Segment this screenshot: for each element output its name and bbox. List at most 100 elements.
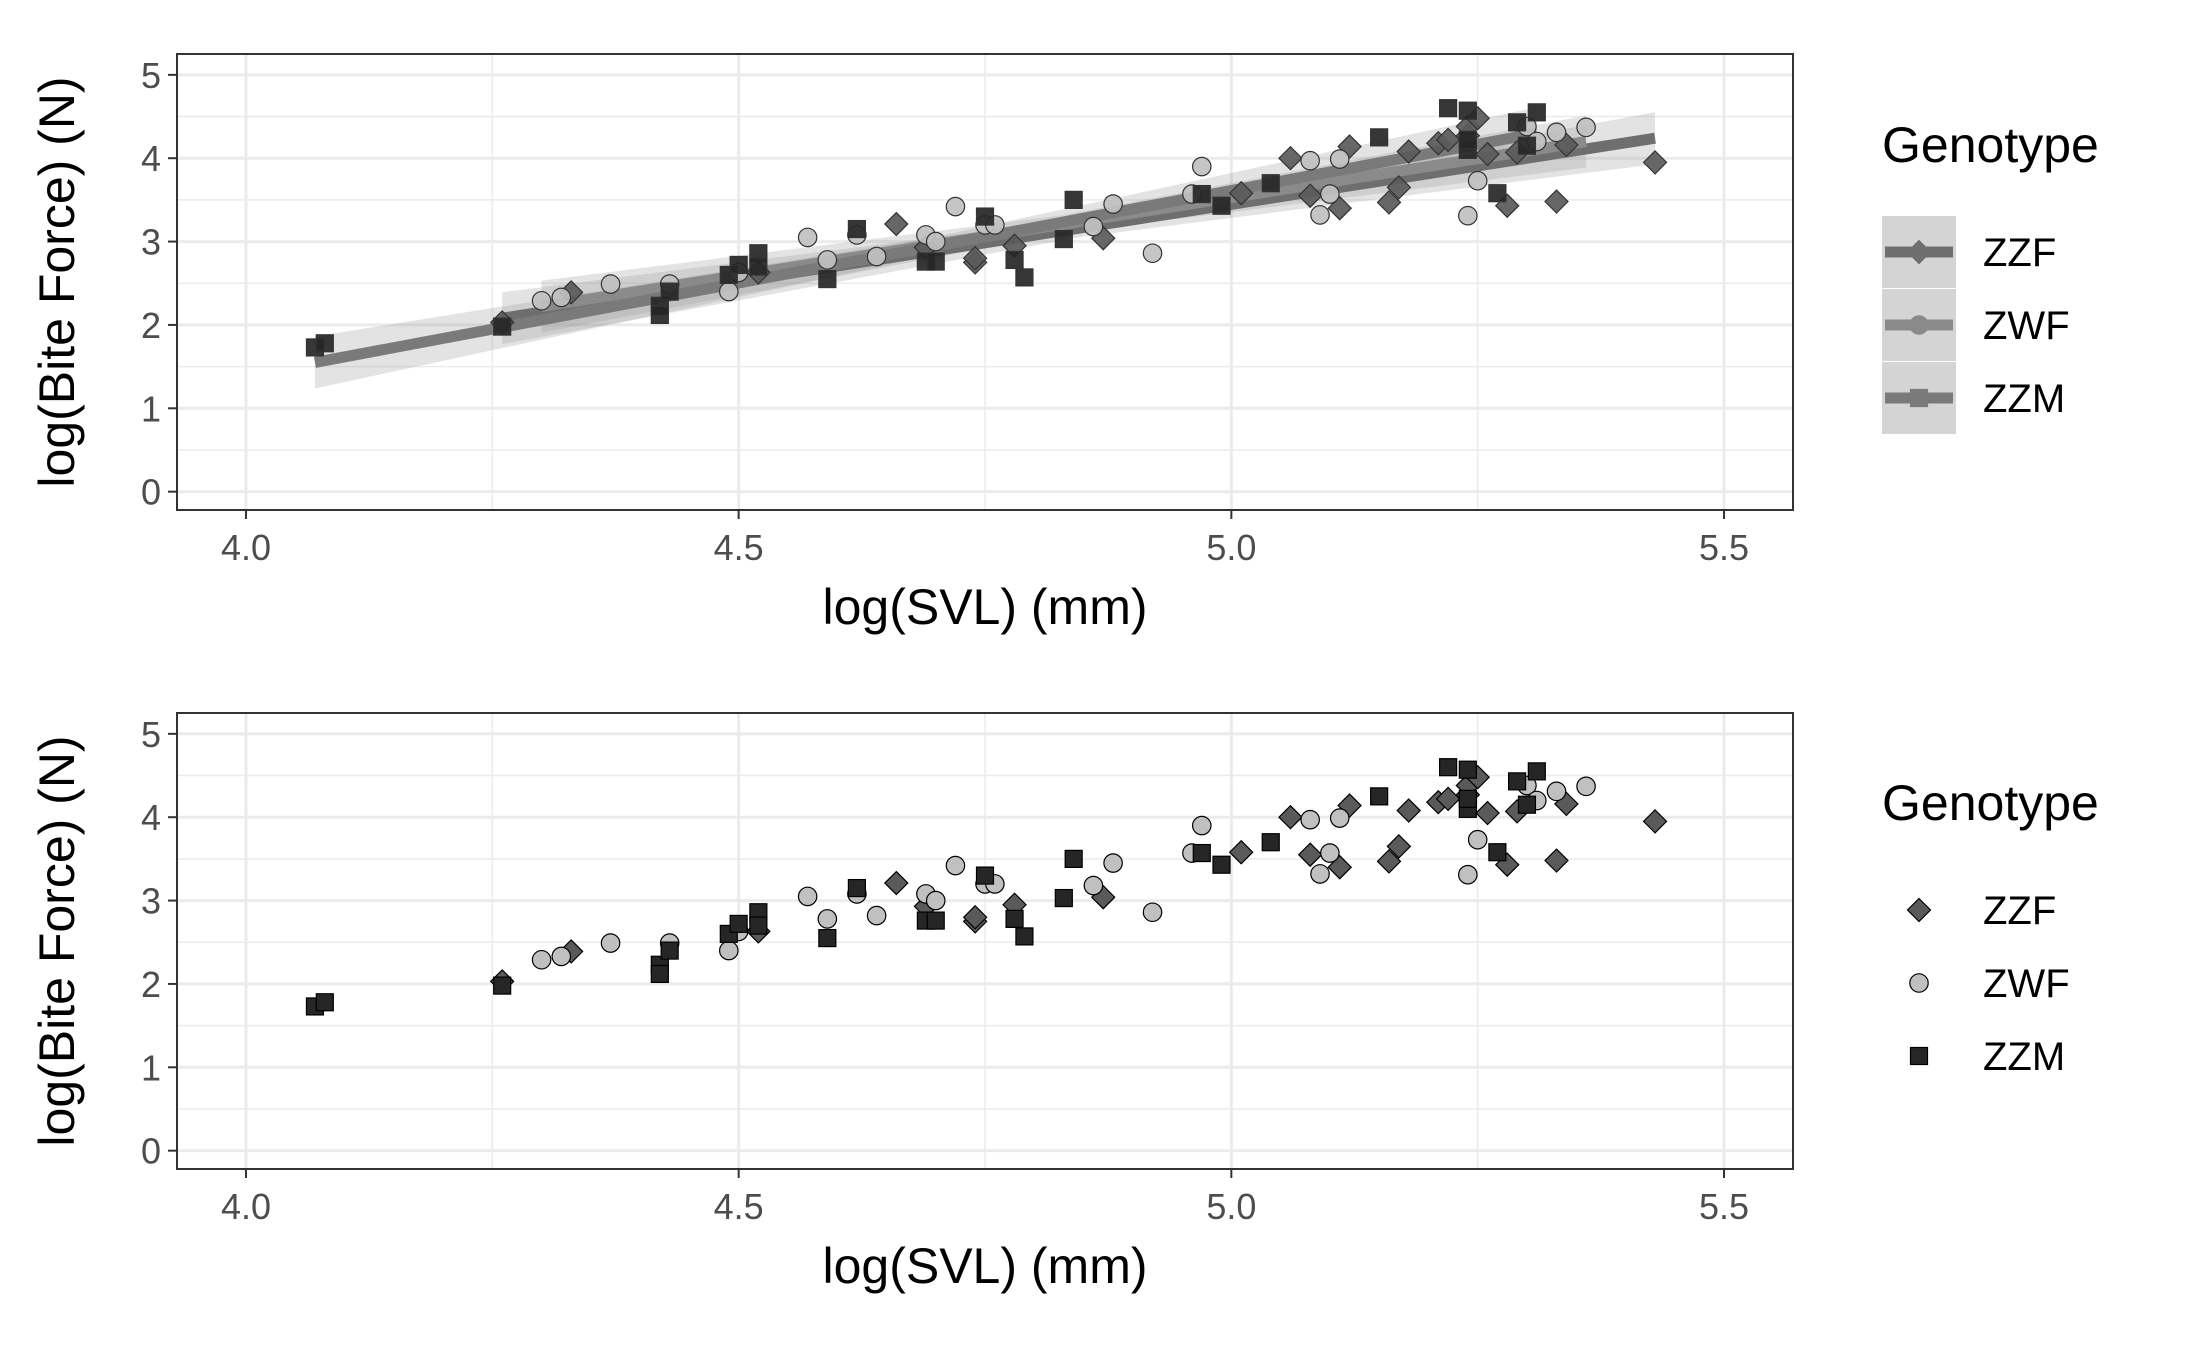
point-zzf bbox=[1376, 849, 1402, 874]
point-zwf bbox=[817, 909, 838, 929]
point-zzm bbox=[926, 911, 945, 930]
point-zwf bbox=[1576, 776, 1596, 797]
point-zwf bbox=[1329, 808, 1350, 828]
point-zwf bbox=[1103, 853, 1123, 873]
point-zzf bbox=[962, 904, 988, 930]
point-zwf bbox=[1546, 122, 1567, 143]
panel-top-points bbox=[305, 99, 1668, 357]
point-zwf bbox=[797, 227, 818, 248]
point-zwf bbox=[1310, 864, 1330, 884]
point-zzm bbox=[1507, 113, 1527, 132]
y-tick-label: 1 bbox=[141, 1047, 161, 1088]
panel-bottom-border bbox=[176, 712, 1794, 1170]
point-zzm bbox=[1015, 268, 1034, 287]
point-zzf bbox=[1544, 189, 1569, 214]
x-tick-label: 5.0 bbox=[1206, 1186, 1256, 1227]
point-zzm bbox=[315, 334, 334, 353]
point-zzm bbox=[847, 219, 867, 239]
point-zzm bbox=[1064, 849, 1083, 868]
x-tick-label: 5.5 bbox=[1699, 1186, 1749, 1227]
point-zwf bbox=[945, 855, 966, 876]
x-axis-label: log(SVL) (mm) bbox=[822, 579, 1147, 635]
point-zzm bbox=[1458, 760, 1477, 779]
legend-key-marker-zzm bbox=[1909, 388, 1929, 408]
point-zzm bbox=[749, 257, 768, 276]
legend-label-zzm: ZZM bbox=[1983, 1035, 2065, 1079]
point-zzf bbox=[1297, 183, 1323, 209]
point-zzf bbox=[1396, 798, 1422, 823]
y-tick-label: 3 bbox=[141, 881, 161, 922]
panel-bottom-axes: 4.0 4.5 5.0 5.5 0 1 2 3 4 5 log(SVL) (mm) log(Bite … bbox=[29, 714, 1749, 1294]
point-zwf bbox=[1467, 170, 1488, 191]
point-zzm bbox=[1439, 99, 1458, 118]
point-zwf bbox=[925, 231, 946, 252]
point-zzm bbox=[493, 976, 512, 995]
legend-key-marker-zzf bbox=[1906, 239, 1932, 265]
point-zzm bbox=[749, 916, 768, 935]
point-zwf bbox=[531, 949, 552, 970]
point-zwf bbox=[866, 246, 887, 267]
point-zzm bbox=[1439, 758, 1458, 777]
point-zzm bbox=[1458, 789, 1477, 808]
panel-bottom-grid bbox=[177, 713, 1793, 1169]
panel-top: 4.0 4.5 5.0 5.5 0 1 2 3 4 5 log(SVL) (mm) log(Bite … bbox=[29, 53, 2099, 635]
legend-key-marker-zwf bbox=[1909, 315, 1929, 335]
point-zwf bbox=[1191, 156, 1212, 177]
point-zzm bbox=[660, 941, 679, 960]
point-zzf bbox=[1297, 842, 1323, 868]
point-zzf bbox=[1278, 804, 1303, 830]
point-zzm bbox=[729, 914, 748, 934]
point-zzm bbox=[1064, 190, 1083, 209]
point-zzm bbox=[1527, 762, 1546, 781]
point-zzm bbox=[1054, 229, 1073, 249]
point-zzm bbox=[818, 928, 837, 948]
point-zzm bbox=[1458, 101, 1477, 120]
y-tick-label: 3 bbox=[141, 222, 161, 263]
point-zzm bbox=[1488, 184, 1507, 203]
point-zwf bbox=[1191, 815, 1212, 836]
point-zzm bbox=[1192, 843, 1211, 863]
point-zwf bbox=[719, 940, 739, 961]
point-zwf bbox=[797, 886, 818, 907]
point-zzm bbox=[975, 866, 995, 885]
y-tick-label: 4 bbox=[141, 138, 161, 179]
point-zzf bbox=[1642, 809, 1668, 834]
point-zzf bbox=[1642, 150, 1668, 175]
point-zzm bbox=[493, 317, 512, 336]
point-zzm bbox=[650, 964, 669, 984]
legend-title: Genotype bbox=[1882, 775, 2099, 831]
legend-title: Genotype bbox=[1882, 117, 2099, 173]
y-axis-label: log(Bite Force) (N) bbox=[29, 76, 85, 487]
x-tick-label: 5.5 bbox=[1699, 527, 1749, 568]
point-zzm bbox=[1005, 250, 1024, 270]
point-zwf bbox=[1300, 150, 1320, 171]
legend-key-marker-zzm bbox=[1909, 1046, 1929, 1066]
point-zzm bbox=[1261, 174, 1280, 193]
point-zwf bbox=[1320, 184, 1340, 204]
point-zzf bbox=[1228, 839, 1254, 865]
point-zzm bbox=[660, 282, 679, 301]
point-zzm bbox=[926, 252, 945, 271]
point-zzf bbox=[883, 870, 909, 896]
point-zzm bbox=[1005, 909, 1024, 929]
point-zwf bbox=[600, 933, 621, 953]
point-zzm bbox=[1370, 787, 1389, 806]
point-zwf bbox=[531, 290, 552, 311]
y-tick-label: 4 bbox=[141, 797, 161, 838]
legend-label-zzf: ZZF bbox=[1983, 231, 2056, 275]
point-zwf bbox=[1142, 902, 1163, 923]
point-zwf bbox=[719, 281, 739, 302]
x-tick-label: 5.0 bbox=[1206, 527, 1256, 568]
point-zzm bbox=[975, 207, 995, 226]
legend-label-zwf: ZWF bbox=[1983, 962, 2070, 1006]
point-zzm bbox=[818, 269, 837, 289]
point-zwf bbox=[1458, 864, 1478, 885]
point-zzm bbox=[1015, 927, 1034, 946]
y-tick-label: 5 bbox=[141, 55, 161, 96]
point-zzf bbox=[1435, 786, 1461, 812]
point-zwf bbox=[1546, 781, 1567, 802]
point-zzf bbox=[1396, 139, 1422, 164]
point-zzf bbox=[1386, 834, 1412, 859]
